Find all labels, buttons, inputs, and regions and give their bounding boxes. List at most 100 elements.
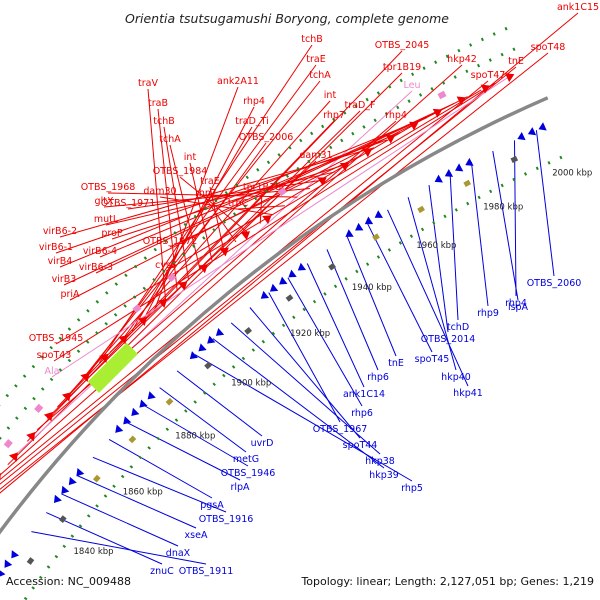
gene-block	[417, 205, 425, 214]
gene-arrow	[68, 476, 77, 486]
gene-arrow	[123, 416, 132, 425]
forward-gene-label: rhp7	[195, 188, 217, 199]
gene-arrow	[177, 281, 188, 291]
gene-block	[204, 361, 213, 370]
forward-gene-label: OTBS_1945	[29, 333, 84, 344]
callout-line	[205, 198, 237, 243]
forward-gene-label: cysS	[155, 260, 177, 271]
gene-block	[437, 90, 447, 100]
forward-gene-label: int	[184, 152, 197, 163]
tick-label: 1960 kbp	[416, 241, 456, 251]
reverse-gene-label: spoT44	[343, 440, 378, 451]
gene-arrow	[189, 351, 198, 360]
callout-line	[212, 338, 385, 469]
gene-block	[92, 474, 101, 483]
gene-block	[372, 233, 380, 241]
callout-line	[17, 90, 413, 454]
callout-line	[142, 404, 249, 467]
callout-line	[237, 205, 285, 210]
gene-arrow	[219, 247, 229, 257]
callout-line	[31, 531, 207, 565]
gene-block	[34, 403, 44, 414]
callout-line	[230, 322, 381, 455]
tick-label: 1860 kbp	[123, 488, 163, 498]
reverse-gene-label: OTBS_1967	[313, 424, 368, 435]
gene-arrow	[374, 210, 383, 218]
gene-block	[128, 435, 137, 444]
forward-gene-label: virB6-4	[83, 246, 117, 257]
reverse-gene-label: tchD	[447, 322, 469, 333]
reverse-gene-label: rhp5	[401, 483, 423, 494]
forward-gene-label: OTBS_1971	[101, 198, 156, 209]
gene-arrow	[465, 157, 474, 166]
gene-block	[3, 439, 13, 449]
callout-line	[169, 144, 201, 271]
forward-gene-label: hkp42	[447, 54, 477, 65]
gene-block	[58, 515, 67, 524]
callout-line	[63, 102, 455, 286]
callout-line	[159, 387, 247, 453]
gene-arrow	[317, 177, 327, 186]
gene-arrow	[527, 127, 537, 136]
callout-line	[259, 192, 263, 224]
gene-arrow	[139, 399, 148, 408]
callout-line	[127, 179, 323, 210]
gene-arrow	[215, 327, 225, 336]
accession-text: Accession: NC_009488	[6, 575, 131, 588]
gene-arrow	[432, 108, 443, 118]
callout-line	[95, 109, 441, 274]
gene-block	[285, 294, 294, 302]
gene-arrow	[444, 168, 454, 177]
forward-gene-label: traD_Ti	[235, 116, 269, 127]
map-title: Orientia tsutsugamushi Boryong, complete…	[125, 11, 449, 26]
reverse-gene-label: OTBS_1911	[179, 566, 234, 577]
callout-line	[125, 421, 241, 481]
callout-line	[61, 493, 179, 547]
gene-arrow	[61, 485, 70, 495]
forward-gene-label: Leu	[404, 80, 421, 91]
gene-arrow	[362, 148, 373, 158]
reverse-gene-label: spoT45	[415, 354, 450, 365]
tick-label: 1840 kbp	[74, 547, 114, 557]
callout-line	[514, 140, 517, 297]
callout-line	[346, 235, 397, 357]
reverse-gene-label: OTBS_2060	[527, 278, 582, 289]
forward-gene-label: rhp4	[385, 110, 407, 121]
gene-arrow	[43, 411, 53, 422]
reverse-gene-label: hkp41	[453, 388, 483, 399]
tick-label: 1940 kbp	[352, 283, 392, 293]
forward-gene-label: spoT47	[471, 70, 506, 81]
callout-line	[108, 438, 213, 499]
callout-lines	[0, 12, 579, 565]
gene-arrow	[207, 335, 216, 344]
forward-gene-label: spoT43	[37, 350, 72, 361]
gene-arrow	[269, 283, 279, 292]
gene-arrow	[115, 424, 124, 433]
tick-label: 1880 kbp	[175, 431, 215, 441]
reverse-gene-label: rlpA	[230, 482, 250, 493]
tick-label: 1900 kbp	[231, 378, 271, 388]
callout-line	[176, 370, 263, 437]
forward-gene-label: virB4	[48, 256, 73, 267]
callout-line	[189, 162, 213, 262]
gene-arrow	[0, 473, 1, 482]
gene-block	[26, 557, 35, 565]
callout-line	[105, 171, 336, 226]
gene-arrow	[456, 96, 466, 106]
callout-line	[449, 173, 459, 321]
callout-line	[147, 88, 167, 301]
callout-line	[111, 163, 349, 240]
tick-label: 1980 kbp	[483, 203, 523, 213]
gene-arrow	[260, 290, 270, 299]
gene-arrow	[288, 269, 297, 278]
callout-line	[169, 155, 362, 248]
gene-arrow	[157, 298, 168, 308]
reverse-gene-label: znuC	[150, 566, 174, 577]
forward-gene-label: trbC	[228, 198, 249, 209]
callout-line	[179, 176, 249, 234]
reverse-gene-label: rhp6	[367, 372, 389, 383]
gene-arrow	[0, 570, 6, 577]
callout-line	[53, 82, 496, 362]
forward-gene-label: ank1C15	[557, 2, 599, 13]
